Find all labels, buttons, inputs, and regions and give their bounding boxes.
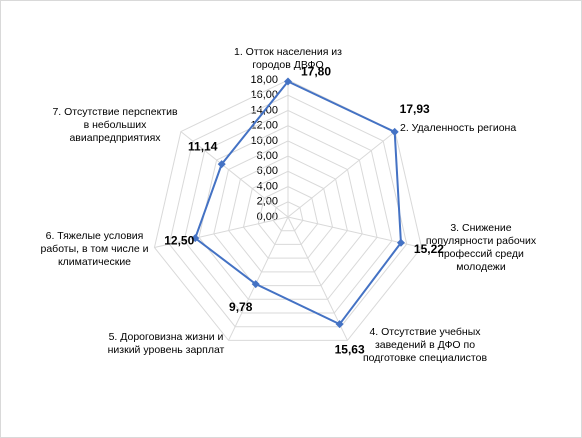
data-point xyxy=(217,160,226,169)
grid-ring xyxy=(183,109,393,314)
y-tick-label: 18,00 xyxy=(250,74,278,86)
spoke xyxy=(287,216,348,341)
y-tick-label: 6,00 xyxy=(257,165,278,177)
data-point xyxy=(390,127,399,136)
value-label: 17,80 xyxy=(301,65,331,79)
category-label: 1. Отток населения из городов ДВФО xyxy=(234,46,342,71)
y-tick-label: 16,00 xyxy=(250,89,278,101)
y-tick-label: 0,00 xyxy=(257,211,278,223)
category-label: 4. Отсутствие учебных заведений в ДФО по… xyxy=(362,326,488,364)
data-point xyxy=(251,280,260,289)
y-tick-label: 12,00 xyxy=(250,120,278,132)
spoke xyxy=(180,131,289,218)
grid-ring xyxy=(213,140,363,287)
value-label: 17,93 xyxy=(400,102,430,116)
value-label: 15,63 xyxy=(335,342,365,356)
grid-ring xyxy=(257,186,319,245)
category-label: 7. Отсутствие перспектив в небольших ави… xyxy=(52,106,178,144)
category-label: 3. Снижение популярности рабочих професс… xyxy=(425,222,537,273)
grid-ring xyxy=(153,79,423,341)
value-label: 9,78 xyxy=(229,300,253,314)
grid-ring xyxy=(168,94,408,328)
data-point xyxy=(284,77,292,86)
grid-ring xyxy=(272,201,304,232)
data-point xyxy=(191,234,200,243)
spoke xyxy=(154,216,289,248)
data-line xyxy=(194,80,402,326)
spoke xyxy=(287,131,396,218)
spoke xyxy=(228,216,289,341)
y-tick-label: 8,00 xyxy=(257,150,278,162)
grid-ring xyxy=(228,155,348,273)
value-label: 11,14 xyxy=(188,139,218,153)
grid-ring xyxy=(242,170,334,259)
value-label: 12,50 xyxy=(164,233,194,247)
data-point xyxy=(335,320,344,329)
y-tick-label: 10,00 xyxy=(250,135,278,147)
category-label: 6. Тяжелые условия работы, в том числе и… xyxy=(40,230,149,268)
category-label: 2. Удаленность региона xyxy=(400,122,517,134)
y-tick-label: 4,00 xyxy=(257,180,278,192)
data-point xyxy=(396,238,405,247)
category-label: 5. Дороговизна жизни и низкий уровень за… xyxy=(107,331,225,356)
value-label: 15,22 xyxy=(414,242,444,256)
